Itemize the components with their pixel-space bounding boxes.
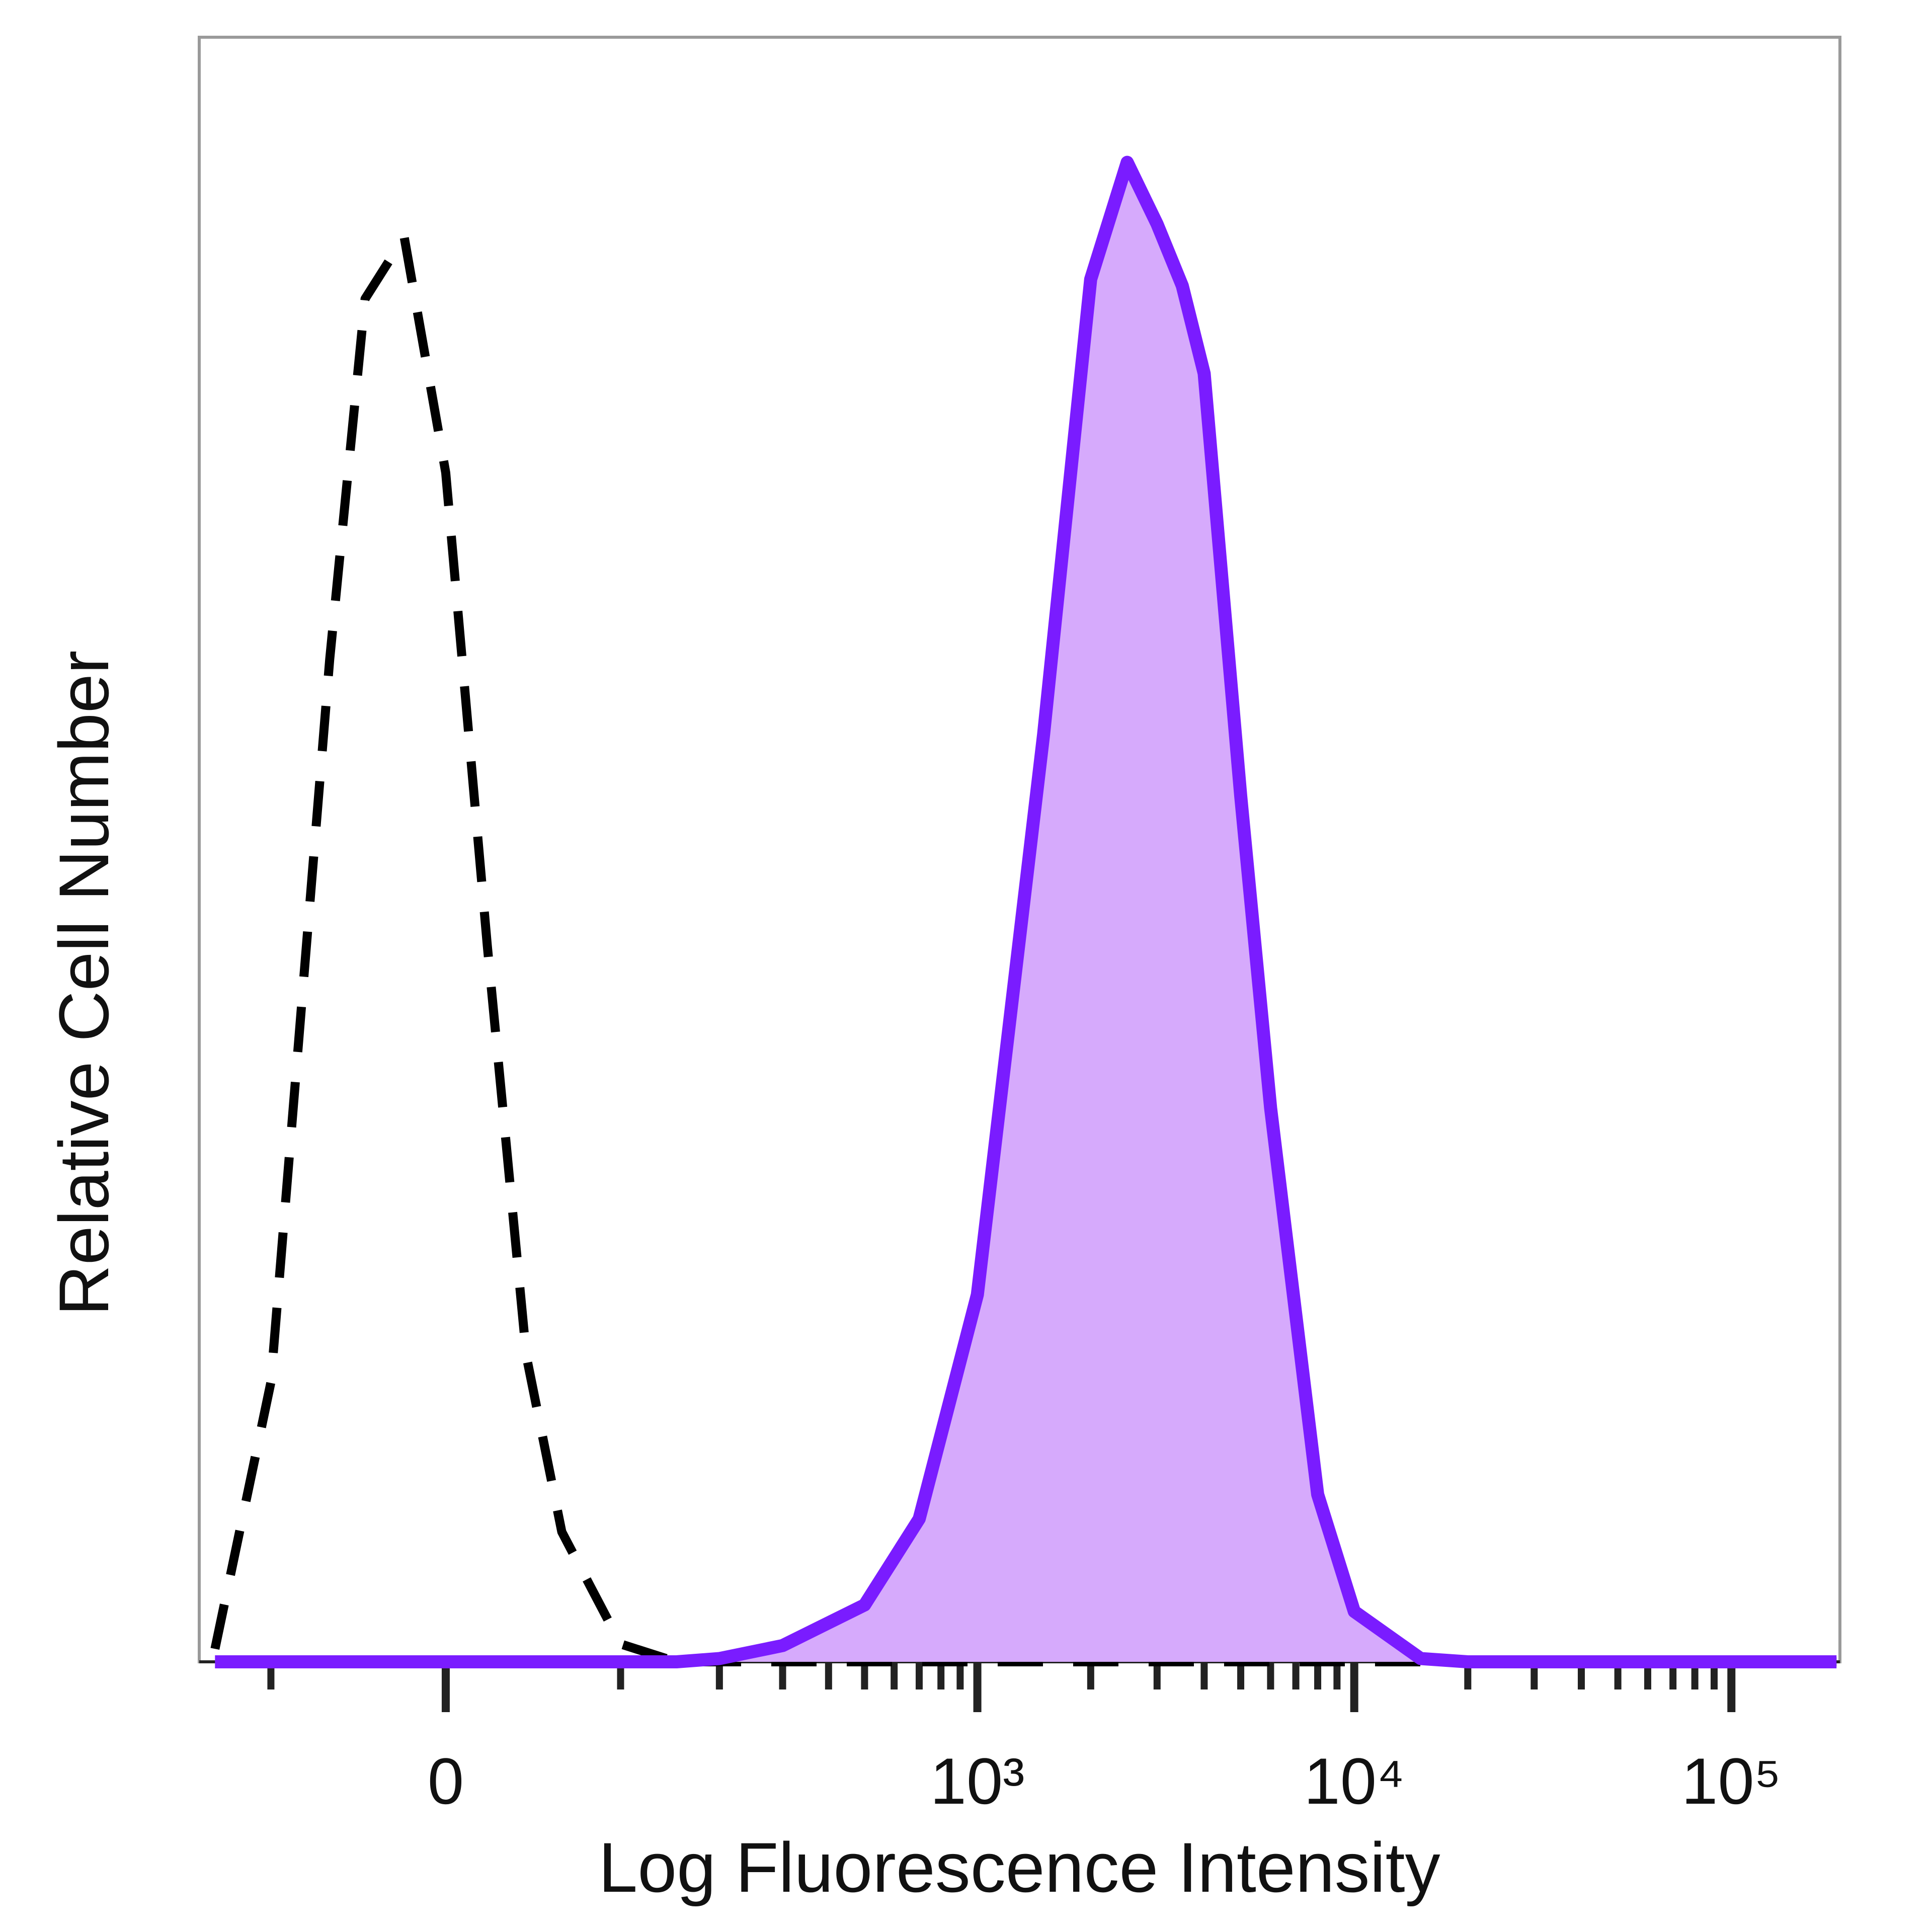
x-tick-label: 10⁵	[1681, 1744, 1782, 1818]
x-tick-label: 0	[428, 1744, 464, 1818]
x-axis-title: Log Fluorescence Intensity	[598, 1828, 1440, 1907]
x-tick-label: 10³	[930, 1744, 1025, 1818]
histogram-line	[215, 155, 1837, 1668]
y-axis-title: Relative Cell Number	[44, 651, 123, 1316]
histogram-line	[210, 232, 1837, 1666]
x-tick-label: 10⁴	[1304, 1744, 1404, 1818]
